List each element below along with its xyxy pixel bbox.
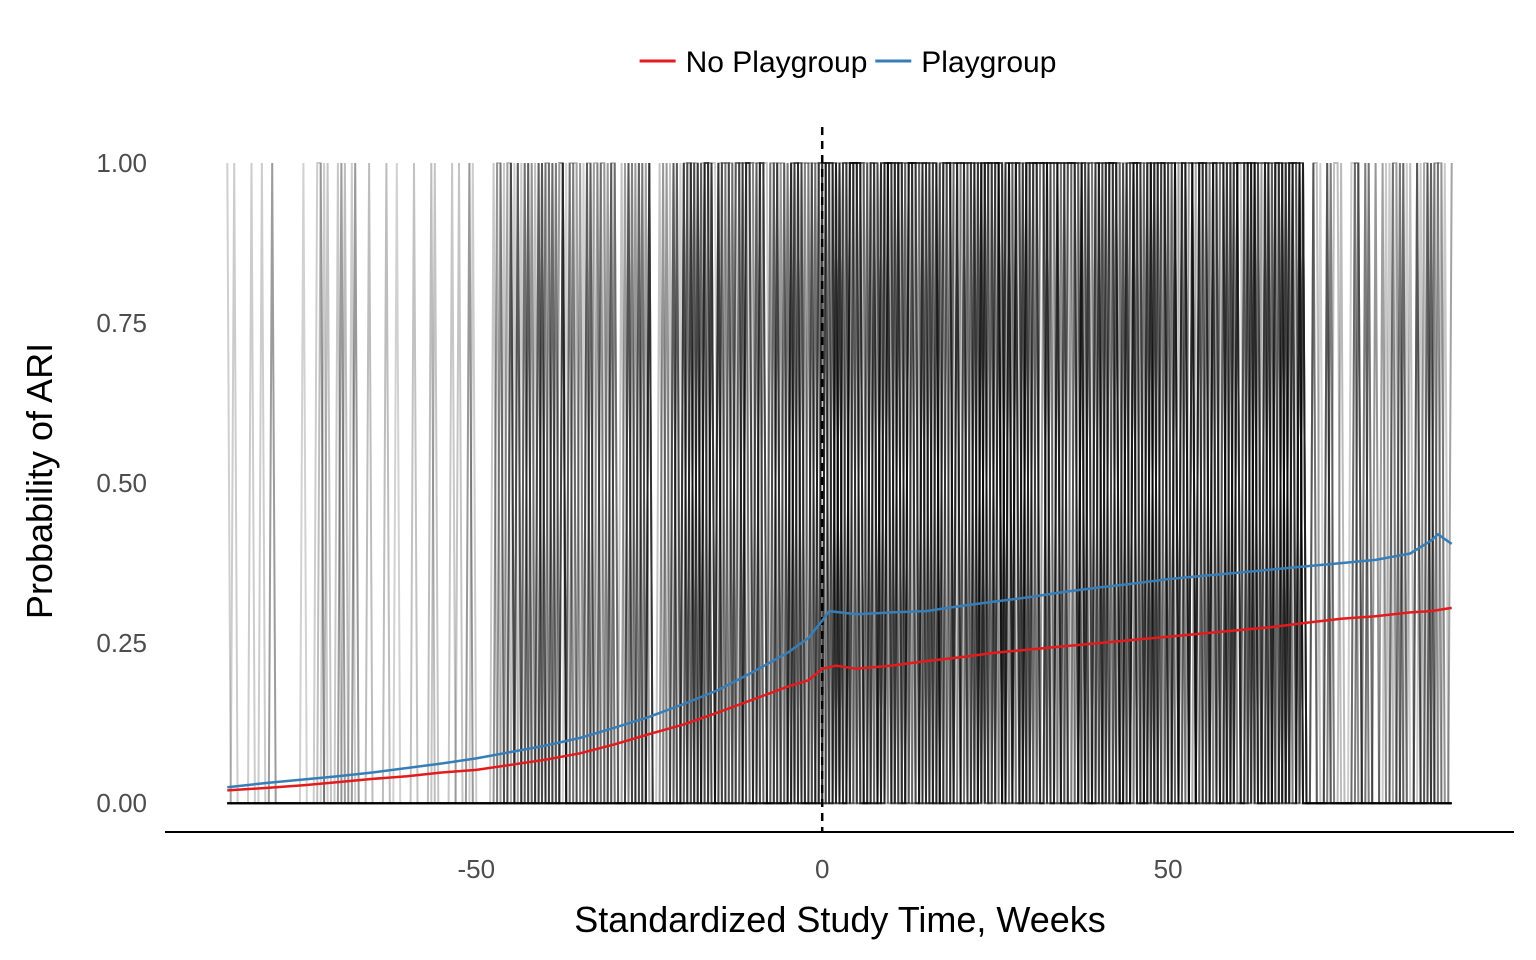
series-lines xyxy=(227,533,1453,792)
background-trajectory xyxy=(227,162,1452,805)
legend-label: No Playgroup xyxy=(686,46,868,79)
background-trajectory xyxy=(227,162,1452,805)
y-axis-ticks: 0.00 0.25 0.50 0.75 1.00 xyxy=(96,148,147,818)
background-trajectory xyxy=(227,162,1452,805)
y-tick-label: 0.75 xyxy=(96,308,147,338)
x-tick-label: 0 xyxy=(815,854,829,884)
x-axis-ticks: -50 0 50 xyxy=(458,854,1183,884)
y-tick-label: 0.50 xyxy=(96,468,147,498)
y-axis-title: Probability of ARI xyxy=(19,343,60,619)
background-trajectories xyxy=(226,162,1453,805)
background-trajectory xyxy=(227,162,1453,805)
background-trajectory xyxy=(227,162,1452,805)
background-trajectory xyxy=(227,162,1452,805)
background-trajectory xyxy=(227,162,1452,805)
y-tick-label: 0.25 xyxy=(96,628,147,658)
background-trajectory xyxy=(227,162,1452,805)
background-trajectory xyxy=(227,162,1453,805)
x-axis-title: Standardized Study Time, Weeks xyxy=(574,899,1106,940)
legend-label: Playgroup xyxy=(921,46,1056,79)
background-trajectory xyxy=(227,162,1452,805)
background-trajectory xyxy=(226,162,1452,805)
background-trajectory xyxy=(227,162,1452,805)
background-trajectory xyxy=(227,162,1452,805)
series-line-playgroup xyxy=(227,533,1453,789)
series-line-no-playgroup xyxy=(227,606,1452,792)
background-trajectory xyxy=(227,162,1452,805)
background-trajectory xyxy=(227,162,1452,805)
legend-item-playgroup: Playgroup xyxy=(875,46,1056,79)
legend: No Playgroup Playgroup xyxy=(639,46,1056,79)
background-trajectory xyxy=(227,162,1452,805)
background-trajectory xyxy=(227,162,1452,805)
x-tick-label: -50 xyxy=(458,854,496,884)
x-tick-label: 50 xyxy=(1154,854,1183,884)
y-tick-label: 1.00 xyxy=(96,148,147,178)
y-tick-label: 0.00 xyxy=(96,788,147,818)
background-trajectory xyxy=(227,162,1452,805)
legend-item-no-playgroup: No Playgroup xyxy=(639,46,868,79)
